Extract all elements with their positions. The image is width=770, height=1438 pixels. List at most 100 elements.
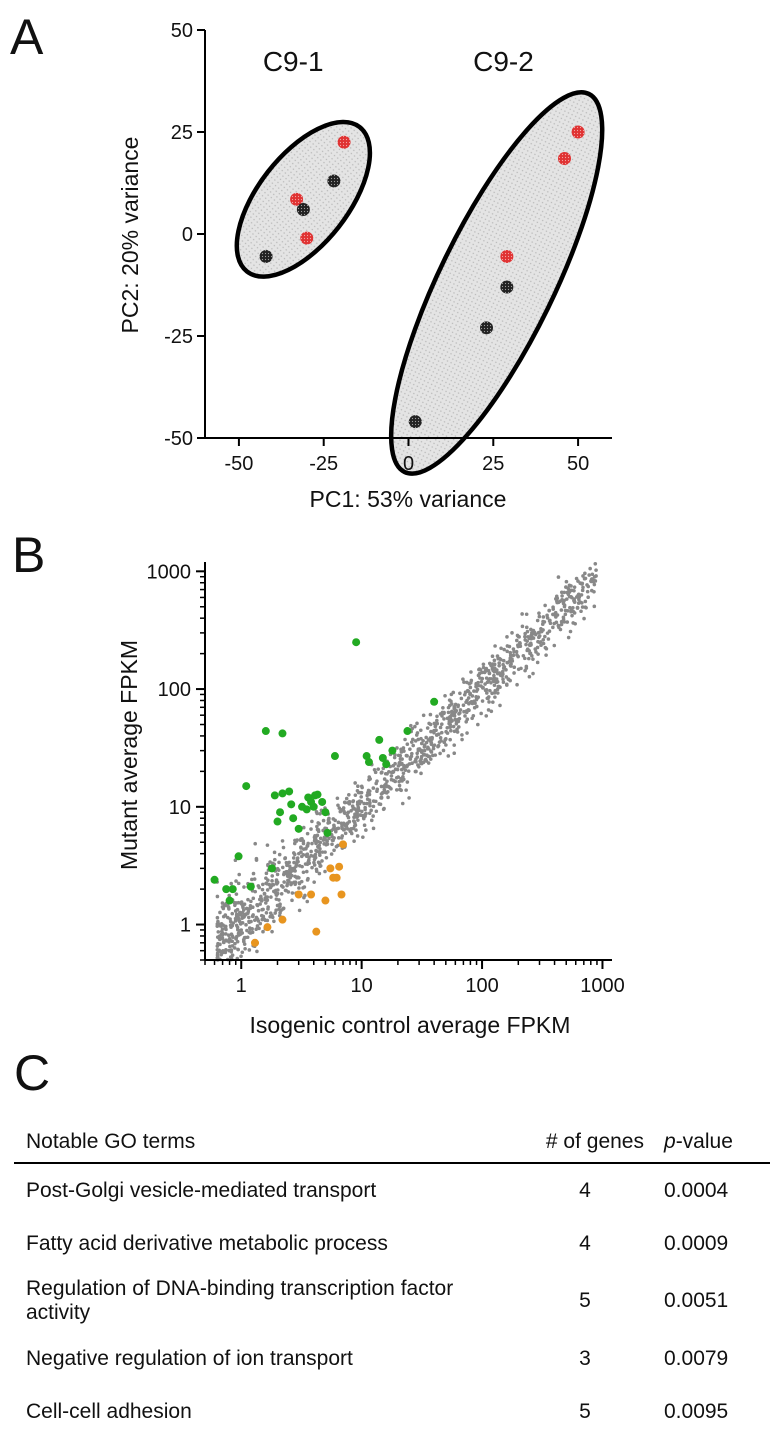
highlighted-genes [210,638,439,947]
background-gene-point [564,579,569,584]
background-gene-point [240,950,245,955]
background-gene-point [227,948,231,953]
background-gene-point [336,836,341,840]
background-gene-point [270,929,274,934]
background-gene-point [445,725,450,730]
background-gene-point [523,634,527,639]
background-gene-point [371,814,375,818]
background-gene-point [351,799,356,803]
background-gene-point [301,870,306,875]
gene-point [309,802,318,811]
gene-point [289,814,298,823]
y-tick-label: 10 [169,797,191,819]
background-gene-point [560,594,564,598]
background-gene-point [474,697,479,702]
background-gene-point [246,915,251,920]
background-gene-point [523,638,528,642]
background-gene-point [574,576,579,581]
background-gene-point [571,609,576,614]
background-gene-point [464,710,469,715]
background-gene-point [555,600,559,605]
go-term: Post-Golgi vesicle-mediated transport [26,1178,377,1202]
background-gene-point [561,615,566,620]
background-gene-point [277,860,281,865]
background-gene-point [274,879,279,884]
table-row: Regulation of DNA-binding transcription … [14,1270,770,1332]
gene-point [263,923,272,932]
background-gene-point [545,613,549,618]
go-term: Regulation of DNA-binding transcription … [26,1277,454,1324]
background-gene-point [444,729,448,734]
background-gene-point [301,825,306,830]
gene-count: 5 [579,1289,591,1312]
background-gene-point [582,616,586,621]
background-gene-point [353,793,358,797]
background-gene-point [224,932,228,936]
background-gene-point [324,842,328,847]
background-gene-point [223,924,228,929]
background-gene-point [296,859,300,864]
background-gene-point [413,724,417,729]
background-gene-point [226,933,231,937]
background-gene-point [264,881,268,886]
pca-point-texture [500,280,514,294]
background-gene-point [264,876,268,880]
background-gene-point [405,742,410,747]
background-gene-point [539,626,543,631]
background-gene-point [258,921,263,926]
background-gene-point [447,720,452,725]
background-gene-point [346,810,351,815]
background-gene-point [430,753,435,758]
gene-point [225,896,234,905]
y-axis-label: PC2: 20% variance [117,137,143,334]
gene-point [430,697,439,706]
background-gene-point [320,850,325,854]
y-tick-label: -50 [164,428,193,450]
background-gene-point [386,784,390,789]
background-gene-point [570,613,574,618]
background-gene-point [409,723,413,728]
background-gene-point [393,779,398,784]
background-gene-point [407,796,411,800]
background-gene-point [414,759,418,764]
background-gene-point [410,726,415,731]
background-gene-point [449,699,453,704]
background-gene-point [452,751,457,756]
background-gene-point [492,662,497,667]
background-gene-point [219,952,224,957]
background-gene-point [373,770,378,775]
background-gene-point [354,828,358,832]
background-gene-point [362,801,366,806]
background-gene-point [355,809,359,814]
background-gene-point [249,899,253,904]
background-gene-point [293,869,297,873]
background-gene-point [327,816,331,821]
background-gene-point [270,913,274,918]
background-gene-point [265,888,270,892]
background-gene-point [277,898,281,902]
y-tick-label: 50 [171,20,193,42]
background-gene-point [481,665,486,670]
background-gene-point [307,858,311,862]
background-gene-point [448,737,452,742]
background-gene-point [302,885,307,889]
gene-point [250,938,259,947]
background-gene-point [314,840,319,845]
background-gene-point [490,664,494,669]
background-gene-point [352,824,357,828]
background-gene-point [310,841,314,846]
background-gene-point [223,950,228,955]
background-gene-point [537,614,542,619]
background-gene-point [494,677,499,681]
gene-point [222,885,231,894]
panel-label-c: C [14,1045,51,1101]
background-gene-point [277,852,282,857]
background-gene-point [386,795,390,800]
background-gene-point [389,774,394,778]
background-gene-point [215,894,220,899]
background-gene-point [516,644,520,649]
background-gene-point [460,733,464,737]
background-gene-point [371,804,376,809]
background-gene-point [460,737,464,742]
background-gene-point [264,871,269,876]
